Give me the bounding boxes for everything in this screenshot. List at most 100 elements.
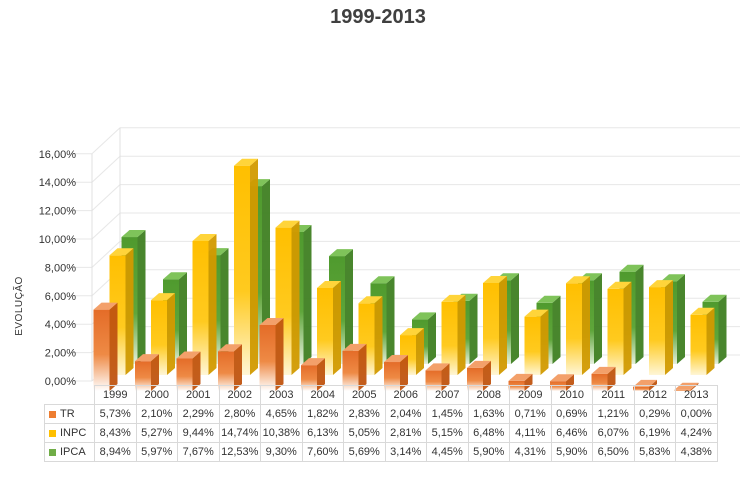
data-label: 5,27% xyxy=(135,423,178,443)
bar-inpc-top xyxy=(524,309,549,317)
y-tick-label: 12,00% xyxy=(39,206,77,218)
bar-inpc xyxy=(649,280,673,375)
data-label: 1,21% xyxy=(592,404,635,424)
bar-tr-side xyxy=(607,366,616,391)
legend-label: IPCA xyxy=(60,446,86,458)
bar-tr xyxy=(425,363,450,391)
bar-inpc-side xyxy=(416,328,424,375)
bar-tr-side xyxy=(317,358,325,391)
y-tick-label: 0,00% xyxy=(45,376,76,388)
bar-tr-side xyxy=(275,317,284,391)
bars xyxy=(93,158,727,391)
bar-inpc-side xyxy=(582,276,590,375)
bar-tr-side xyxy=(151,354,159,391)
bar-ipca-top xyxy=(661,274,685,282)
bar-inpc-top xyxy=(358,296,383,304)
bar-ipca-top xyxy=(329,249,353,257)
bar-inpc-top xyxy=(483,275,507,283)
data-label: 9,30% xyxy=(260,442,303,462)
bar-tr xyxy=(384,355,408,391)
table-header-row: 1999 2000 2001 2002 2003 2004 2005 2006 2007 2008… xyxy=(44,385,718,405)
bar-tr-top xyxy=(425,363,450,371)
bar-tr xyxy=(301,358,325,391)
y-tick-label: 16,00% xyxy=(39,149,77,161)
bar-inpc-top xyxy=(234,158,258,166)
x-tick-label: 2004 xyxy=(301,385,344,405)
bar-inpc-side xyxy=(706,307,715,375)
bar-inpc xyxy=(234,158,258,375)
bar-tr xyxy=(342,343,367,391)
bar-tr-top xyxy=(218,344,242,352)
legend-entry: IPCA xyxy=(44,442,95,462)
data-label: 2,80% xyxy=(218,404,261,424)
bar-inpc-front xyxy=(607,288,624,375)
bar-inpc xyxy=(607,281,632,375)
bar-tr-top xyxy=(384,355,408,363)
bar-ipca-side xyxy=(552,295,561,364)
x-tick-label: 2008 xyxy=(467,385,510,405)
bar-inpc xyxy=(441,294,466,375)
bar-inpc-top xyxy=(317,280,341,288)
data-label: 4,65% xyxy=(260,404,303,424)
bar-tr-side xyxy=(441,363,450,391)
bar-ipca-top xyxy=(412,312,436,320)
bar-tr-side xyxy=(192,351,201,391)
bar-tr-side xyxy=(234,344,242,391)
data-label: 0,00% xyxy=(675,404,718,424)
x-tick-label: 2012 xyxy=(633,385,676,405)
bar-tr-side xyxy=(483,360,491,391)
data-label: 5,15% xyxy=(426,423,469,443)
y-tick-label: 6,00% xyxy=(45,291,76,303)
bar-inpc-side xyxy=(665,280,673,375)
bar-inpc-side xyxy=(499,275,507,375)
bar-inpc-front xyxy=(566,283,582,375)
bar-ipca-side xyxy=(635,264,644,364)
table-row: IPCA 8,94% 5,97% 7,67% 12,53% 9,30% 7,60% 5,69%… xyxy=(44,442,718,462)
data-label: 1,45% xyxy=(426,404,469,424)
data-label: 14,74% xyxy=(218,423,261,443)
data-label: 2,29% xyxy=(177,404,220,424)
bar-tr-top xyxy=(93,302,118,310)
bar-inpc-front xyxy=(441,301,458,375)
bar-tr-front xyxy=(384,362,400,391)
data-label: 0,29% xyxy=(633,404,676,424)
y-axis-labels: 0,00% 2,00% 4,00% 6,00% 8,00% 10,00% 12,00% 14,… xyxy=(39,149,77,388)
x-tick-label: 2005 xyxy=(343,385,386,405)
legend-label: TR xyxy=(60,408,75,420)
data-label: 0,69% xyxy=(550,404,593,424)
data-label: 4,11% xyxy=(509,423,552,443)
bar-tr-front xyxy=(342,350,359,391)
bar-tr-front xyxy=(301,365,317,391)
bar-inpc-front xyxy=(649,287,665,375)
data-label: 3,14% xyxy=(384,442,427,462)
data-label: 6,46% xyxy=(550,423,593,443)
bar-inpc-side xyxy=(333,280,341,375)
bar-tr-top xyxy=(259,317,284,325)
data-label: 4,38% xyxy=(675,442,718,462)
bar-tr xyxy=(93,302,118,391)
data-label: 4,24% xyxy=(675,423,718,443)
x-tick-label: 2013 xyxy=(675,385,718,405)
bar-inpc-front xyxy=(317,287,333,375)
bar-tr-top xyxy=(591,366,616,374)
bar-inpc-front xyxy=(524,316,541,375)
legend-swatch xyxy=(49,410,56,418)
data-label: 5,83% xyxy=(633,442,676,462)
data-label: 7,60% xyxy=(301,442,344,462)
bar-ipca-side xyxy=(594,273,602,364)
x-tick-label: 2002 xyxy=(218,385,261,405)
x-tick-label: 2001 xyxy=(177,385,220,405)
bar-inpc-front xyxy=(192,240,209,375)
data-label: 5,90% xyxy=(467,442,510,462)
y-tick-label: 2,00% xyxy=(45,348,76,360)
data-table: 1999 2000 2001 2002 2003 2004 2005 2006 2007 2008… xyxy=(44,385,718,462)
bar-ipca-top xyxy=(536,295,561,303)
data-label: 7,67% xyxy=(177,442,220,462)
bar-tr-side xyxy=(400,355,408,391)
data-label: 6,48% xyxy=(467,423,510,443)
bar-ipca-top xyxy=(370,276,395,284)
bar-inpc xyxy=(483,275,507,375)
bar-ipca-side xyxy=(718,294,727,364)
data-label: 4,31% xyxy=(509,442,552,462)
